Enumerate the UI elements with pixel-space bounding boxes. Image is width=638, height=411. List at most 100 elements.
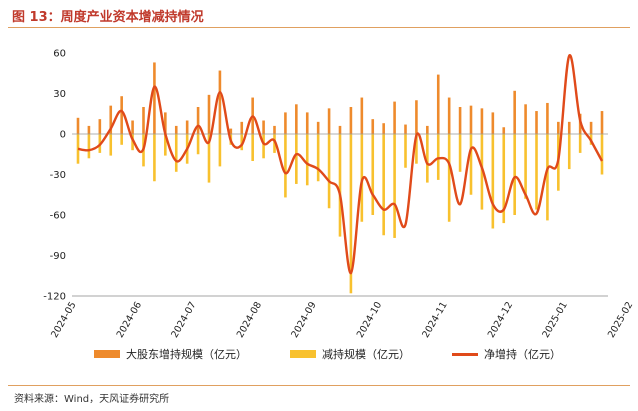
legend-swatch-net bbox=[452, 352, 478, 356]
decrease-bar bbox=[240, 134, 244, 151]
increase-bar bbox=[87, 125, 91, 134]
increase-bar bbox=[546, 102, 549, 134]
decrease-bar bbox=[109, 134, 113, 156]
x-tick-labels: 2024-05 2024-06 2024-07 2024-08 2024-09 2024-… bbox=[49, 300, 635, 340]
legend-item-increase: 大股东增持规模（亿元） bbox=[94, 346, 247, 362]
decrease-bar bbox=[436, 134, 440, 180]
decrease-bar bbox=[131, 134, 134, 151]
increase-bar bbox=[557, 121, 560, 134]
increase-bar bbox=[196, 107, 200, 134]
increase-bar bbox=[98, 119, 102, 134]
legend-label-increase: 大股东增持规模（亿元） bbox=[126, 348, 247, 361]
increase-bar bbox=[164, 112, 167, 134]
increase-bar bbox=[404, 124, 407, 134]
x-tick-label: 2024-07 bbox=[169, 300, 198, 340]
legend-item-decrease: 减持规模（亿元） bbox=[290, 346, 410, 362]
decrease-bar bbox=[426, 134, 429, 183]
increase-bar bbox=[360, 97, 364, 134]
decrease-bar bbox=[458, 134, 462, 172]
increase-bar bbox=[338, 125, 342, 134]
decrease-bar bbox=[262, 134, 265, 159]
x-tick-label: 2024-05 bbox=[49, 300, 78, 340]
decrease-bar bbox=[567, 134, 571, 170]
increase-bar bbox=[589, 121, 593, 134]
y-tick-label: 0 bbox=[60, 130, 66, 141]
decrease-bar bbox=[447, 134, 451, 222]
increase-bars bbox=[76, 62, 604, 135]
decrease-bar bbox=[524, 134, 527, 199]
increase-bar bbox=[305, 112, 309, 134]
decrease-bar bbox=[415, 134, 418, 164]
increase-bar bbox=[371, 119, 375, 134]
increase-bar bbox=[284, 112, 287, 134]
x-tick-label: 2025-01 bbox=[540, 300, 569, 340]
x-tick-label: 2024-11 bbox=[420, 300, 449, 340]
increase-bar bbox=[295, 104, 298, 134]
decrease-bar bbox=[295, 134, 298, 184]
y-tick-label: -120 bbox=[43, 292, 66, 303]
decrease-bar bbox=[87, 134, 91, 159]
decrease-bar bbox=[600, 134, 604, 175]
decrease-bar bbox=[251, 134, 254, 161]
increase-bar bbox=[480, 108, 484, 134]
decrease-bar bbox=[174, 134, 178, 172]
increase-bar bbox=[207, 94, 211, 134]
chart-area: 60 30 0 -30 -60 -90 -120 2024-05 2024-06 2024-07… bbox=[43, 49, 635, 340]
increase-bar bbox=[535, 111, 538, 134]
decrease-bar bbox=[218, 134, 222, 167]
decrease-bar bbox=[338, 134, 342, 237]
increase-bar bbox=[600, 111, 604, 134]
increase-bar bbox=[131, 120, 134, 134]
increase-bar bbox=[76, 117, 80, 134]
decrease-bar bbox=[513, 134, 516, 215]
increase-bar bbox=[415, 100, 418, 134]
decrease-bar bbox=[273, 134, 276, 153]
x-tick-label: 2025-02 bbox=[606, 300, 635, 340]
y-tick-label: 30 bbox=[53, 89, 66, 100]
decrease-bar bbox=[480, 134, 484, 210]
decrease-bar bbox=[382, 134, 385, 236]
increase-bar bbox=[524, 104, 527, 134]
increase-bar bbox=[502, 127, 506, 134]
x-tick-label: 2024-08 bbox=[235, 300, 264, 340]
increase-bar bbox=[469, 105, 473, 134]
increase-bar bbox=[458, 107, 462, 134]
decrease-bar bbox=[371, 134, 375, 215]
decrease-bar bbox=[120, 134, 123, 145]
decrease-bar bbox=[393, 134, 396, 238]
increase-bar bbox=[382, 123, 385, 134]
decrease-bar bbox=[316, 134, 320, 182]
decrease-bar bbox=[196, 134, 200, 155]
decrease-bar bbox=[164, 134, 167, 156]
increase-bar bbox=[327, 108, 331, 134]
increase-bar bbox=[436, 74, 440, 134]
legend-swatch-increase bbox=[94, 350, 120, 358]
decrease-bar bbox=[546, 134, 549, 221]
decrease-bar bbox=[327, 134, 331, 209]
increase-bar bbox=[185, 120, 189, 134]
increase-bar bbox=[153, 62, 156, 135]
legend: 大股东增持规模（亿元） 减持规模（亿元） 净增持（亿元） bbox=[0, 346, 638, 364]
increase-bar bbox=[349, 107, 353, 134]
legend-label-decrease: 减持规模（亿元） bbox=[322, 348, 410, 361]
net-increase-line bbox=[77, 54, 604, 275]
decrease-bar bbox=[469, 134, 473, 195]
increase-bar bbox=[426, 125, 429, 134]
x-tick-label: 2024-12 bbox=[486, 300, 515, 340]
decrease-bar bbox=[349, 134, 353, 294]
legend-swatch-decrease bbox=[290, 350, 316, 358]
decrease-bar bbox=[284, 134, 287, 198]
increase-bar bbox=[316, 121, 320, 134]
increase-bar bbox=[240, 121, 244, 134]
y-tick-label: -60 bbox=[50, 211, 66, 222]
increase-bar bbox=[229, 128, 233, 134]
y-tick-label: 60 bbox=[53, 49, 66, 60]
y-tick-label: -90 bbox=[50, 251, 66, 262]
decrease-bar bbox=[305, 134, 309, 186]
y-tick-labels: 60 30 0 -30 -60 -90 -120 bbox=[43, 49, 66, 303]
decrease-bar bbox=[502, 134, 506, 224]
increase-bar bbox=[447, 97, 451, 134]
increase-bar bbox=[491, 112, 495, 134]
source-note: 资料来源：Wind，天风证券研究所 bbox=[14, 394, 170, 405]
increase-bar bbox=[109, 105, 113, 134]
